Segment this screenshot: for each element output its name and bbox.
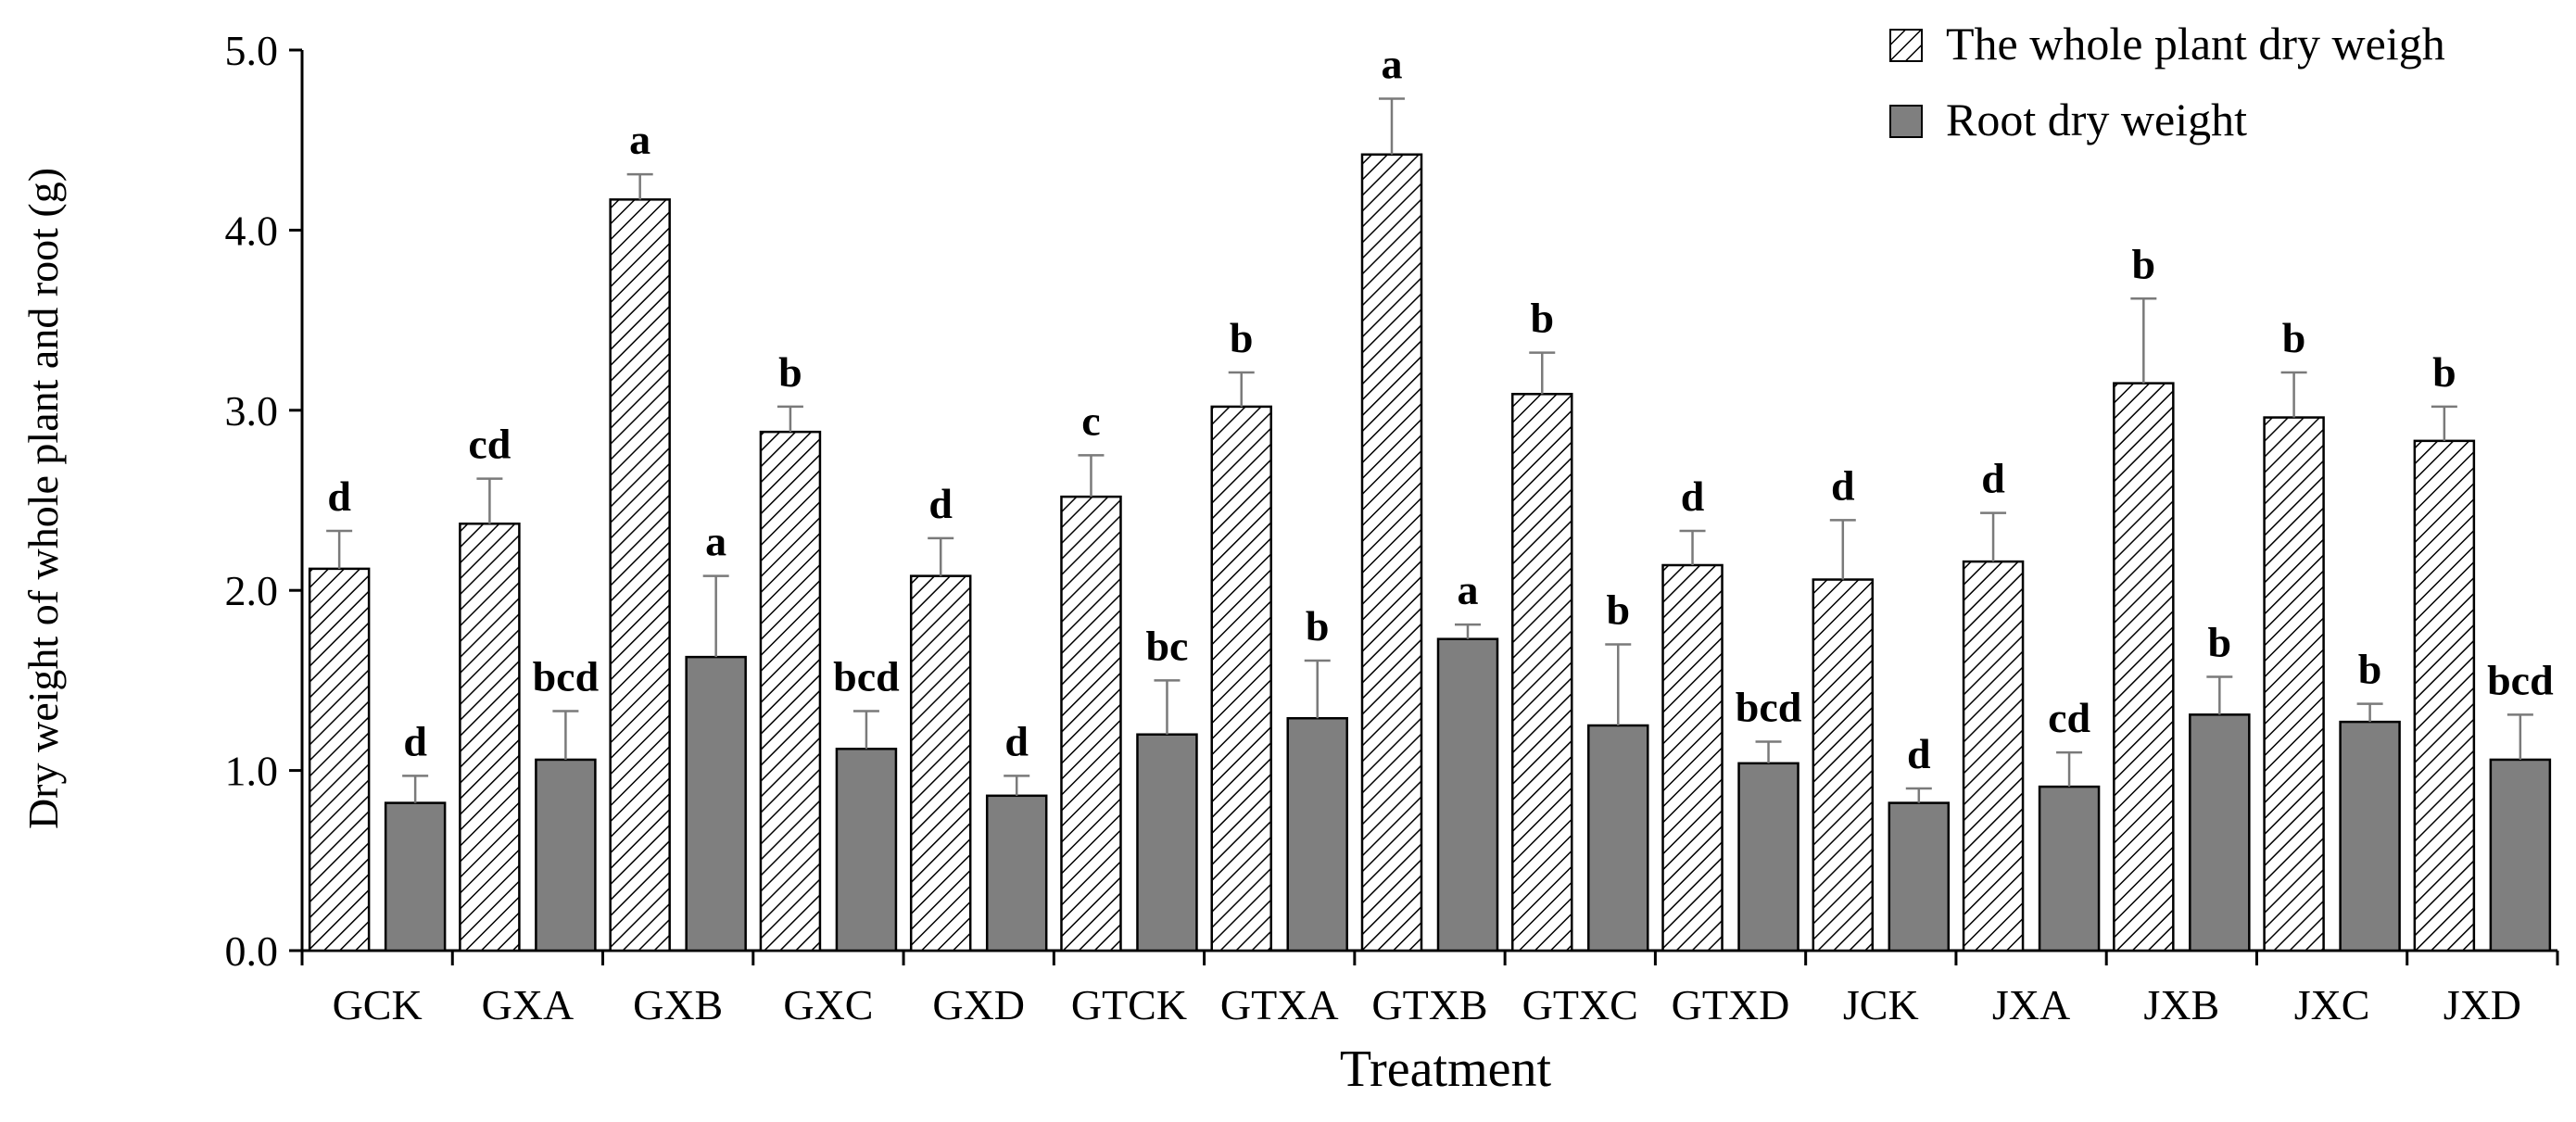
- bar-root-gxc: [835, 748, 898, 952]
- bar-root-gtck: [1136, 733, 1198, 952]
- bar-root-gxd: [985, 794, 1048, 952]
- bar-whole-plant-gck: [308, 567, 371, 952]
- significance-label-whole-plant-jck: d: [1831, 461, 1855, 509]
- bar-root-gck: [384, 801, 447, 952]
- bar-root-gtxc: [1587, 724, 1649, 952]
- legend: The whole plant dry weigh Root dry weigh…: [1889, 18, 2445, 145]
- y-tick-label: 2.0: [225, 567, 279, 614]
- x-tick-label-gxa: GXA: [482, 981, 575, 1028]
- significance-label-whole-plant-jxc: b: [2282, 314, 2306, 361]
- y-tick-label: 0.0: [225, 927, 279, 975]
- significance-label-whole-plant-jxd: b: [2432, 348, 2456, 396]
- bar-root-gxa: [535, 758, 597, 952]
- legend-swatch-whole-plant: [1889, 29, 1923, 62]
- bar-whole-plant-gtxa: [1210, 405, 1272, 952]
- significance-label-root-jxb: b: [2208, 619, 2232, 666]
- x-tick-label-jxc: JXC: [2294, 981, 2370, 1028]
- bar-whole-plant-jxc: [2263, 416, 2325, 952]
- x-tick-label-gtck: GTCK: [1071, 981, 1187, 1028]
- bar-whole-plant-jxa: [1962, 560, 2025, 952]
- bar-whole-plant-gxb: [609, 198, 671, 952]
- significance-label-whole-plant-gxc: b: [778, 348, 802, 396]
- bar-whole-plant-jxd: [2413, 439, 2476, 952]
- significance-label-root-gtxb: a: [1458, 566, 1479, 613]
- y-tick-label: 1.0: [225, 748, 279, 795]
- y-tick-label: 5.0: [225, 27, 279, 74]
- significance-label-root-gxa: bcd: [533, 652, 600, 700]
- y-tick-label: 3.0: [225, 387, 279, 435]
- significance-label-root-gck: d: [403, 717, 427, 764]
- significance-label-root-gxc: bcd: [833, 652, 900, 700]
- bar-whole-plant-gtck: [1060, 495, 1122, 952]
- bar-root-jck: [1888, 801, 1951, 952]
- x-tick-label-jxd: JXD: [2443, 981, 2521, 1028]
- x-tick-label-gtxd: GTXD: [1672, 981, 1790, 1028]
- y-axis-title: Dry weight of whole plant and root (g): [19, 168, 67, 829]
- significance-label-root-gtxc: b: [1606, 586, 1630, 634]
- significance-label-root-gtxa: b: [1306, 602, 1330, 649]
- legend-label-whole-plant: The whole plant dry weigh: [1946, 18, 2445, 69]
- bar-whole-plant-jck: [1812, 578, 1875, 952]
- x-tick-label-gxc: GXC: [783, 981, 873, 1028]
- bar-whole-plant-gtxd: [1661, 563, 1724, 952]
- bar-whole-plant-gtxb: [1360, 153, 1423, 952]
- legend-label-root: Root dry weight: [1946, 94, 2247, 145]
- y-tick-label: 4.0: [225, 207, 279, 254]
- significance-label-root-gtck: bc: [1145, 622, 1188, 669]
- x-tick-label-gck: GCK: [333, 981, 423, 1028]
- significance-label-whole-plant-gtxd: d: [1681, 473, 1705, 520]
- significance-label-whole-plant-gxd: d: [928, 480, 953, 527]
- bar-root-gtxd: [1737, 762, 1799, 952]
- significance-label-whole-plant-jxa: d: [1981, 455, 2005, 502]
- x-tick-label-gtxb: GTXB: [1371, 981, 1487, 1028]
- x-tick-label-jck: JCK: [1843, 981, 1919, 1028]
- significance-label-whole-plant-gtck: c: [1081, 397, 1100, 444]
- significance-label-whole-plant-gtxc: b: [1530, 295, 1554, 342]
- bar-whole-plant-gtxc: [1511, 393, 1573, 952]
- bar-root-jxc: [2339, 720, 2401, 952]
- bar-root-jxa: [2038, 785, 2101, 952]
- bar-root-jxd: [2489, 758, 2552, 952]
- significance-label-whole-plant-gtxb: a: [1382, 40, 1403, 87]
- bar-whole-plant-jxb: [2113, 382, 2175, 952]
- x-tick-label-jxb: JXB: [2143, 981, 2219, 1028]
- x-tick-label-jxa: JXA: [1992, 981, 2070, 1028]
- x-tick-label-gxd: GXD: [932, 981, 1025, 1028]
- significance-label-root-gxb: a: [705, 518, 726, 565]
- significance-label-whole-plant-gxa: cd: [468, 421, 511, 468]
- legend-swatch-root: [1889, 105, 1923, 138]
- significance-label-whole-plant-jxb: b: [2132, 240, 2156, 287]
- significance-label-root-jxc: b: [2358, 646, 2382, 693]
- plot-area: 0.01.02.03.04.05.0GCKddGXAcdbcdGXBaaGXCb…: [225, 27, 2559, 1028]
- significance-label-root-jxa: cd: [2048, 694, 2090, 741]
- bar-root-jxb: [2189, 713, 2251, 952]
- significance-label-root-gxd: d: [1004, 717, 1029, 764]
- bar-root-gxb: [685, 655, 747, 952]
- bar-root-gtxb: [1436, 637, 1499, 952]
- x-tick-label-gtxc: GTXC: [1522, 981, 1638, 1028]
- x-axis-title: Treatment: [1340, 1040, 1552, 1098]
- bar-whole-plant-gxa: [459, 523, 521, 952]
- significance-label-root-gtxd: bcd: [1736, 683, 1802, 730]
- significance-label-root-jxd: bcd: [2487, 656, 2554, 703]
- significance-label-whole-plant-gxb: a: [629, 116, 650, 163]
- bar-whole-plant-gxd: [909, 574, 972, 952]
- bar-whole-plant-gxc: [759, 430, 822, 952]
- x-tick-label-gtxa: GTXA: [1220, 981, 1339, 1028]
- bar-root-gtxa: [1286, 716, 1348, 952]
- x-tick-label-gxb: GXB: [633, 981, 723, 1028]
- significance-label-whole-plant-gck: d: [327, 473, 351, 520]
- significance-label-whole-plant-gtxa: b: [1230, 314, 1254, 361]
- significance-label-root-jck: d: [1907, 730, 1931, 777]
